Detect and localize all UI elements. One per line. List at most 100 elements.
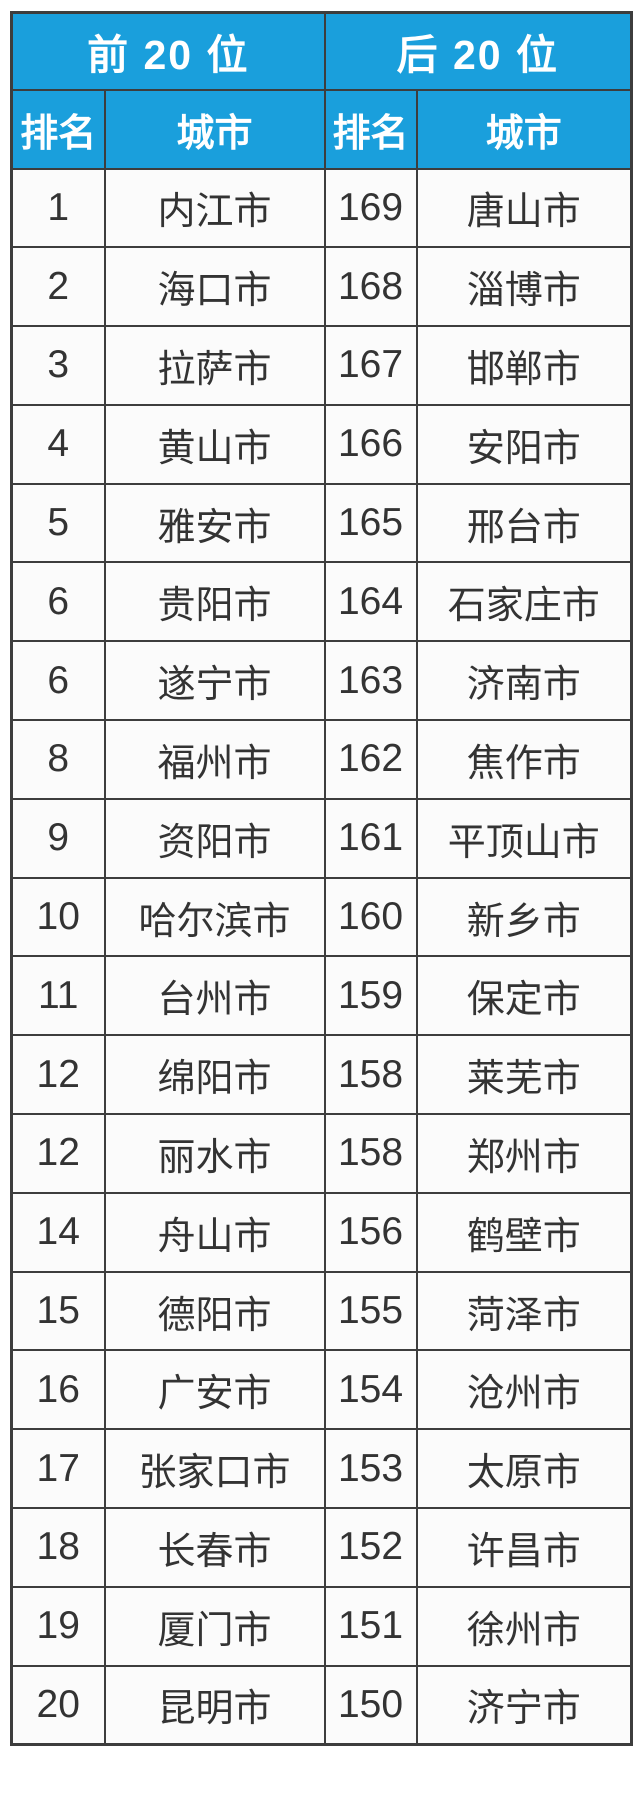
rank-top-cell: 12 bbox=[10, 1034, 106, 1116]
rank-top-cell: 9 bbox=[10, 797, 106, 879]
city-top-cell: 张家口市 bbox=[103, 1428, 326, 1510]
table-row: 14 舟山市 156 鹤壁市 bbox=[10, 1191, 633, 1273]
city-bottom-cell: 太原市 bbox=[415, 1428, 633, 1510]
city-bottom-cell: 石家庄市 bbox=[415, 561, 633, 643]
rank-bottom-cell: 152 bbox=[323, 1507, 418, 1588]
city-bottom-cell: 菏泽市 bbox=[415, 1270, 633, 1352]
col-header-city-left: 城市 bbox=[103, 88, 326, 170]
rank-top-cell: 16 bbox=[10, 1349, 106, 1431]
table-row: 19 厦门市 151 徐州市 bbox=[10, 1585, 633, 1667]
column-header-row: 排名 城市 排名 城市 bbox=[10, 88, 633, 170]
col-header-city-right: 城市 bbox=[415, 88, 633, 170]
city-bottom-cell: 徐州市 bbox=[415, 1585, 633, 1667]
header-top-20: 前 20 位 bbox=[10, 11, 326, 91]
rank-top-cell: 1 bbox=[10, 167, 106, 249]
rank-top-cell: 3 bbox=[10, 325, 106, 406]
rank-bottom-cell: 156 bbox=[323, 1191, 418, 1273]
table-row: 12 绵阳市 158 莱芜市 bbox=[10, 1034, 633, 1116]
city-bottom-cell: 鹤壁市 bbox=[415, 1191, 633, 1273]
city-top-cell: 丽水市 bbox=[103, 1113, 326, 1194]
table-row: 2 海口市 168 淄博市 bbox=[10, 246, 633, 328]
city-top-cell: 哈尔滨市 bbox=[103, 876, 326, 958]
col-header-rank-left: 排名 bbox=[10, 88, 106, 170]
city-top-cell: 绵阳市 bbox=[103, 1034, 326, 1116]
city-top-cell: 遂宁市 bbox=[103, 640, 326, 722]
city-top-cell: 广安市 bbox=[103, 1349, 326, 1431]
city-top-cell: 拉萨市 bbox=[103, 325, 326, 406]
city-bottom-cell: 济南市 bbox=[415, 640, 633, 722]
table-row: 5 雅安市 165 邢台市 bbox=[10, 482, 633, 564]
table-row: 11 台州市 159 保定市 bbox=[10, 955, 633, 1037]
rank-top-cell: 14 bbox=[10, 1191, 106, 1273]
city-top-cell: 贵阳市 bbox=[103, 561, 326, 643]
table-row: 17 张家口市 153 太原市 bbox=[10, 1428, 633, 1510]
rank-top-cell: 8 bbox=[10, 719, 106, 800]
table-body: 1 内江市 169 唐山市 2 海口市 168 淄博市 3 拉萨市 167 邯郸… bbox=[10, 167, 633, 1746]
rank-top-cell: 12 bbox=[10, 1113, 106, 1194]
rank-bottom-cell: 161 bbox=[323, 797, 418, 879]
city-bottom-cell: 莱芜市 bbox=[415, 1034, 633, 1116]
city-bottom-cell: 唐山市 bbox=[415, 167, 633, 249]
rank-top-cell: 2 bbox=[10, 246, 106, 328]
rank-top-cell: 6 bbox=[10, 561, 106, 643]
table-row: 16 广安市 154 沧州市 bbox=[10, 1349, 633, 1431]
rank-bottom-cell: 167 bbox=[323, 325, 418, 406]
rank-bottom-cell: 158 bbox=[323, 1034, 418, 1116]
city-top-cell: 黄山市 bbox=[103, 403, 326, 485]
city-bottom-cell: 邢台市 bbox=[415, 482, 633, 564]
city-top-cell: 长春市 bbox=[103, 1507, 326, 1588]
rank-bottom-cell: 166 bbox=[323, 403, 418, 485]
city-bottom-cell: 安阳市 bbox=[415, 403, 633, 485]
table-row: 18 长春市 152 许昌市 bbox=[10, 1507, 633, 1588]
rank-top-cell: 20 bbox=[10, 1664, 106, 1746]
rank-top-cell: 10 bbox=[10, 876, 106, 958]
table-row: 8 福州市 162 焦作市 bbox=[10, 719, 633, 800]
rank-bottom-cell: 151 bbox=[323, 1585, 418, 1667]
group-header-row: 前 20 位 后 20 位 bbox=[10, 11, 633, 91]
city-bottom-cell: 焦作市 bbox=[415, 719, 633, 800]
city-ranking-table: 前 20 位 后 20 位 排名 城市 排名 城市 1 内江市 169 唐山市 … bbox=[10, 11, 634, 1746]
rank-top-cell: 11 bbox=[10, 955, 106, 1037]
rank-bottom-cell: 159 bbox=[323, 955, 418, 1037]
rank-bottom-cell: 168 bbox=[323, 246, 418, 328]
table-row: 12 丽水市 158 郑州市 bbox=[10, 1113, 633, 1194]
rank-bottom-cell: 158 bbox=[323, 1113, 418, 1194]
city-top-cell: 雅安市 bbox=[103, 482, 326, 564]
city-top-cell: 德阳市 bbox=[103, 1270, 326, 1352]
rank-top-cell: 5 bbox=[10, 482, 106, 564]
rank-bottom-cell: 150 bbox=[323, 1664, 418, 1746]
rank-bottom-cell: 153 bbox=[323, 1428, 418, 1510]
city-bottom-cell: 保定市 bbox=[415, 955, 633, 1037]
table-row: 15 德阳市 155 菏泽市 bbox=[10, 1270, 633, 1352]
rank-bottom-cell: 162 bbox=[323, 719, 418, 800]
city-top-cell: 厦门市 bbox=[103, 1585, 326, 1667]
table-row: 1 内江市 169 唐山市 bbox=[10, 167, 633, 249]
table-row: 20 昆明市 150 济宁市 bbox=[10, 1664, 633, 1746]
city-bottom-cell: 许昌市 bbox=[415, 1507, 633, 1588]
city-top-cell: 舟山市 bbox=[103, 1191, 326, 1273]
rank-bottom-cell: 169 bbox=[323, 167, 418, 249]
city-top-cell: 内江市 bbox=[103, 167, 326, 249]
rank-top-cell: 6 bbox=[10, 640, 106, 722]
city-top-cell: 海口市 bbox=[103, 246, 326, 328]
city-bottom-cell: 邯郸市 bbox=[415, 325, 633, 406]
city-bottom-cell: 郑州市 bbox=[415, 1113, 633, 1194]
rank-top-cell: 17 bbox=[10, 1428, 106, 1510]
city-bottom-cell: 济宁市 bbox=[415, 1664, 633, 1746]
city-bottom-cell: 新乡市 bbox=[415, 876, 633, 958]
rank-top-cell: 18 bbox=[10, 1507, 106, 1588]
col-header-rank-right: 排名 bbox=[323, 88, 418, 170]
rank-bottom-cell: 154 bbox=[323, 1349, 418, 1431]
rank-bottom-cell: 155 bbox=[323, 1270, 418, 1352]
city-top-cell: 资阳市 bbox=[103, 797, 326, 879]
rank-top-cell: 4 bbox=[10, 403, 106, 485]
rank-bottom-cell: 160 bbox=[323, 876, 418, 958]
rank-top-cell: 19 bbox=[10, 1585, 106, 1667]
header-bottom-20: 后 20 位 bbox=[323, 11, 633, 91]
table-row: 6 贵阳市 164 石家庄市 bbox=[10, 561, 633, 643]
city-top-cell: 福州市 bbox=[103, 719, 326, 800]
rank-bottom-cell: 165 bbox=[323, 482, 418, 564]
rank-bottom-cell: 163 bbox=[323, 640, 418, 722]
city-top-cell: 台州市 bbox=[103, 955, 326, 1037]
city-top-cell: 昆明市 bbox=[103, 1664, 326, 1746]
